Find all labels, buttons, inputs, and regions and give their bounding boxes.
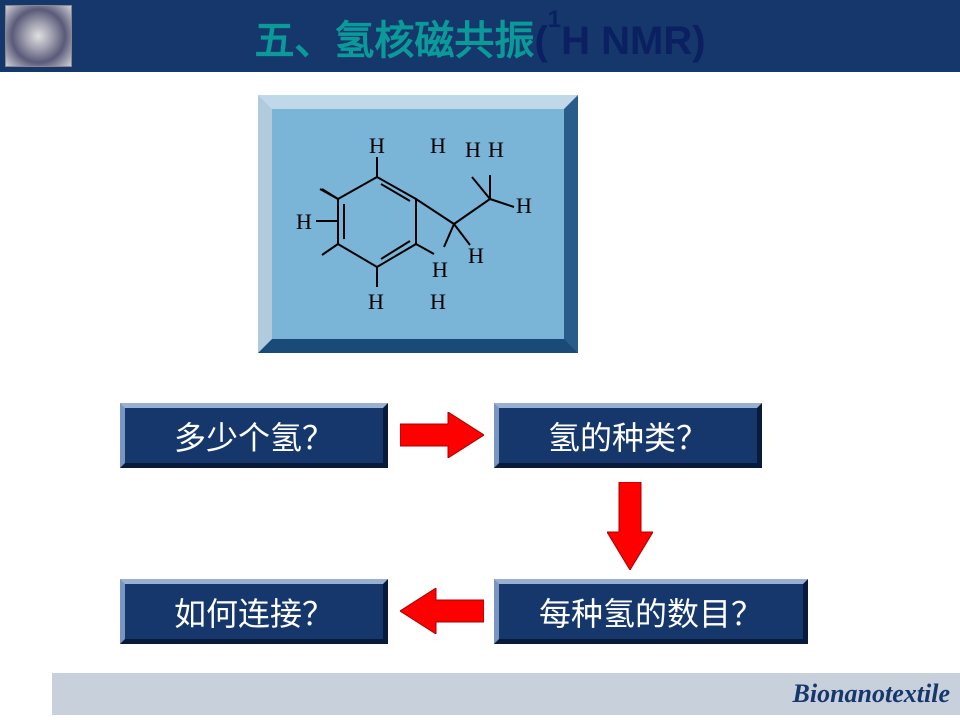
title-part1: 五、氢核磁共振 (254, 19, 534, 63)
box-label: 每种氢的数目？ (539, 589, 763, 635)
arrow-down-icon (607, 482, 653, 570)
h-label: H (465, 137, 481, 162)
h-label: H (430, 133, 446, 158)
h-label: H (432, 257, 448, 282)
box-label: 如何连接？ (174, 589, 334, 635)
h-label: H (516, 193, 532, 218)
h-label: H (369, 133, 385, 158)
footer-text: Bionanotextile (793, 679, 950, 709)
page-title: 五、氢核磁共振(1H NMR) (0, 8, 960, 66)
molecule-panel: H H H H H H H H H H (258, 95, 578, 353)
box-h-types: 氢的种类？ (494, 403, 762, 468)
box-how-many-h: 多少个氢？ (120, 403, 388, 468)
h-label: H (468, 243, 484, 268)
title-part2: (1H NMR) (534, 19, 705, 63)
h-label: H (488, 137, 504, 162)
h-label: H (368, 289, 384, 314)
box-how-connect: 如何连接？ (120, 579, 388, 644)
box-count-each-type: 每种氢的数目？ (494, 579, 808, 644)
arrow-right-icon (400, 412, 484, 458)
h-label: H (296, 209, 312, 234)
ethylbenzene-structure: H H H H H H H H H H (272, 109, 564, 339)
h-label: H (430, 289, 446, 314)
footer-bar: Bionanotextile (52, 673, 960, 715)
box-label: 氢的种类？ (548, 413, 708, 459)
arrow-left-icon (400, 588, 484, 634)
box-label: 多少个氢？ (174, 413, 334, 459)
